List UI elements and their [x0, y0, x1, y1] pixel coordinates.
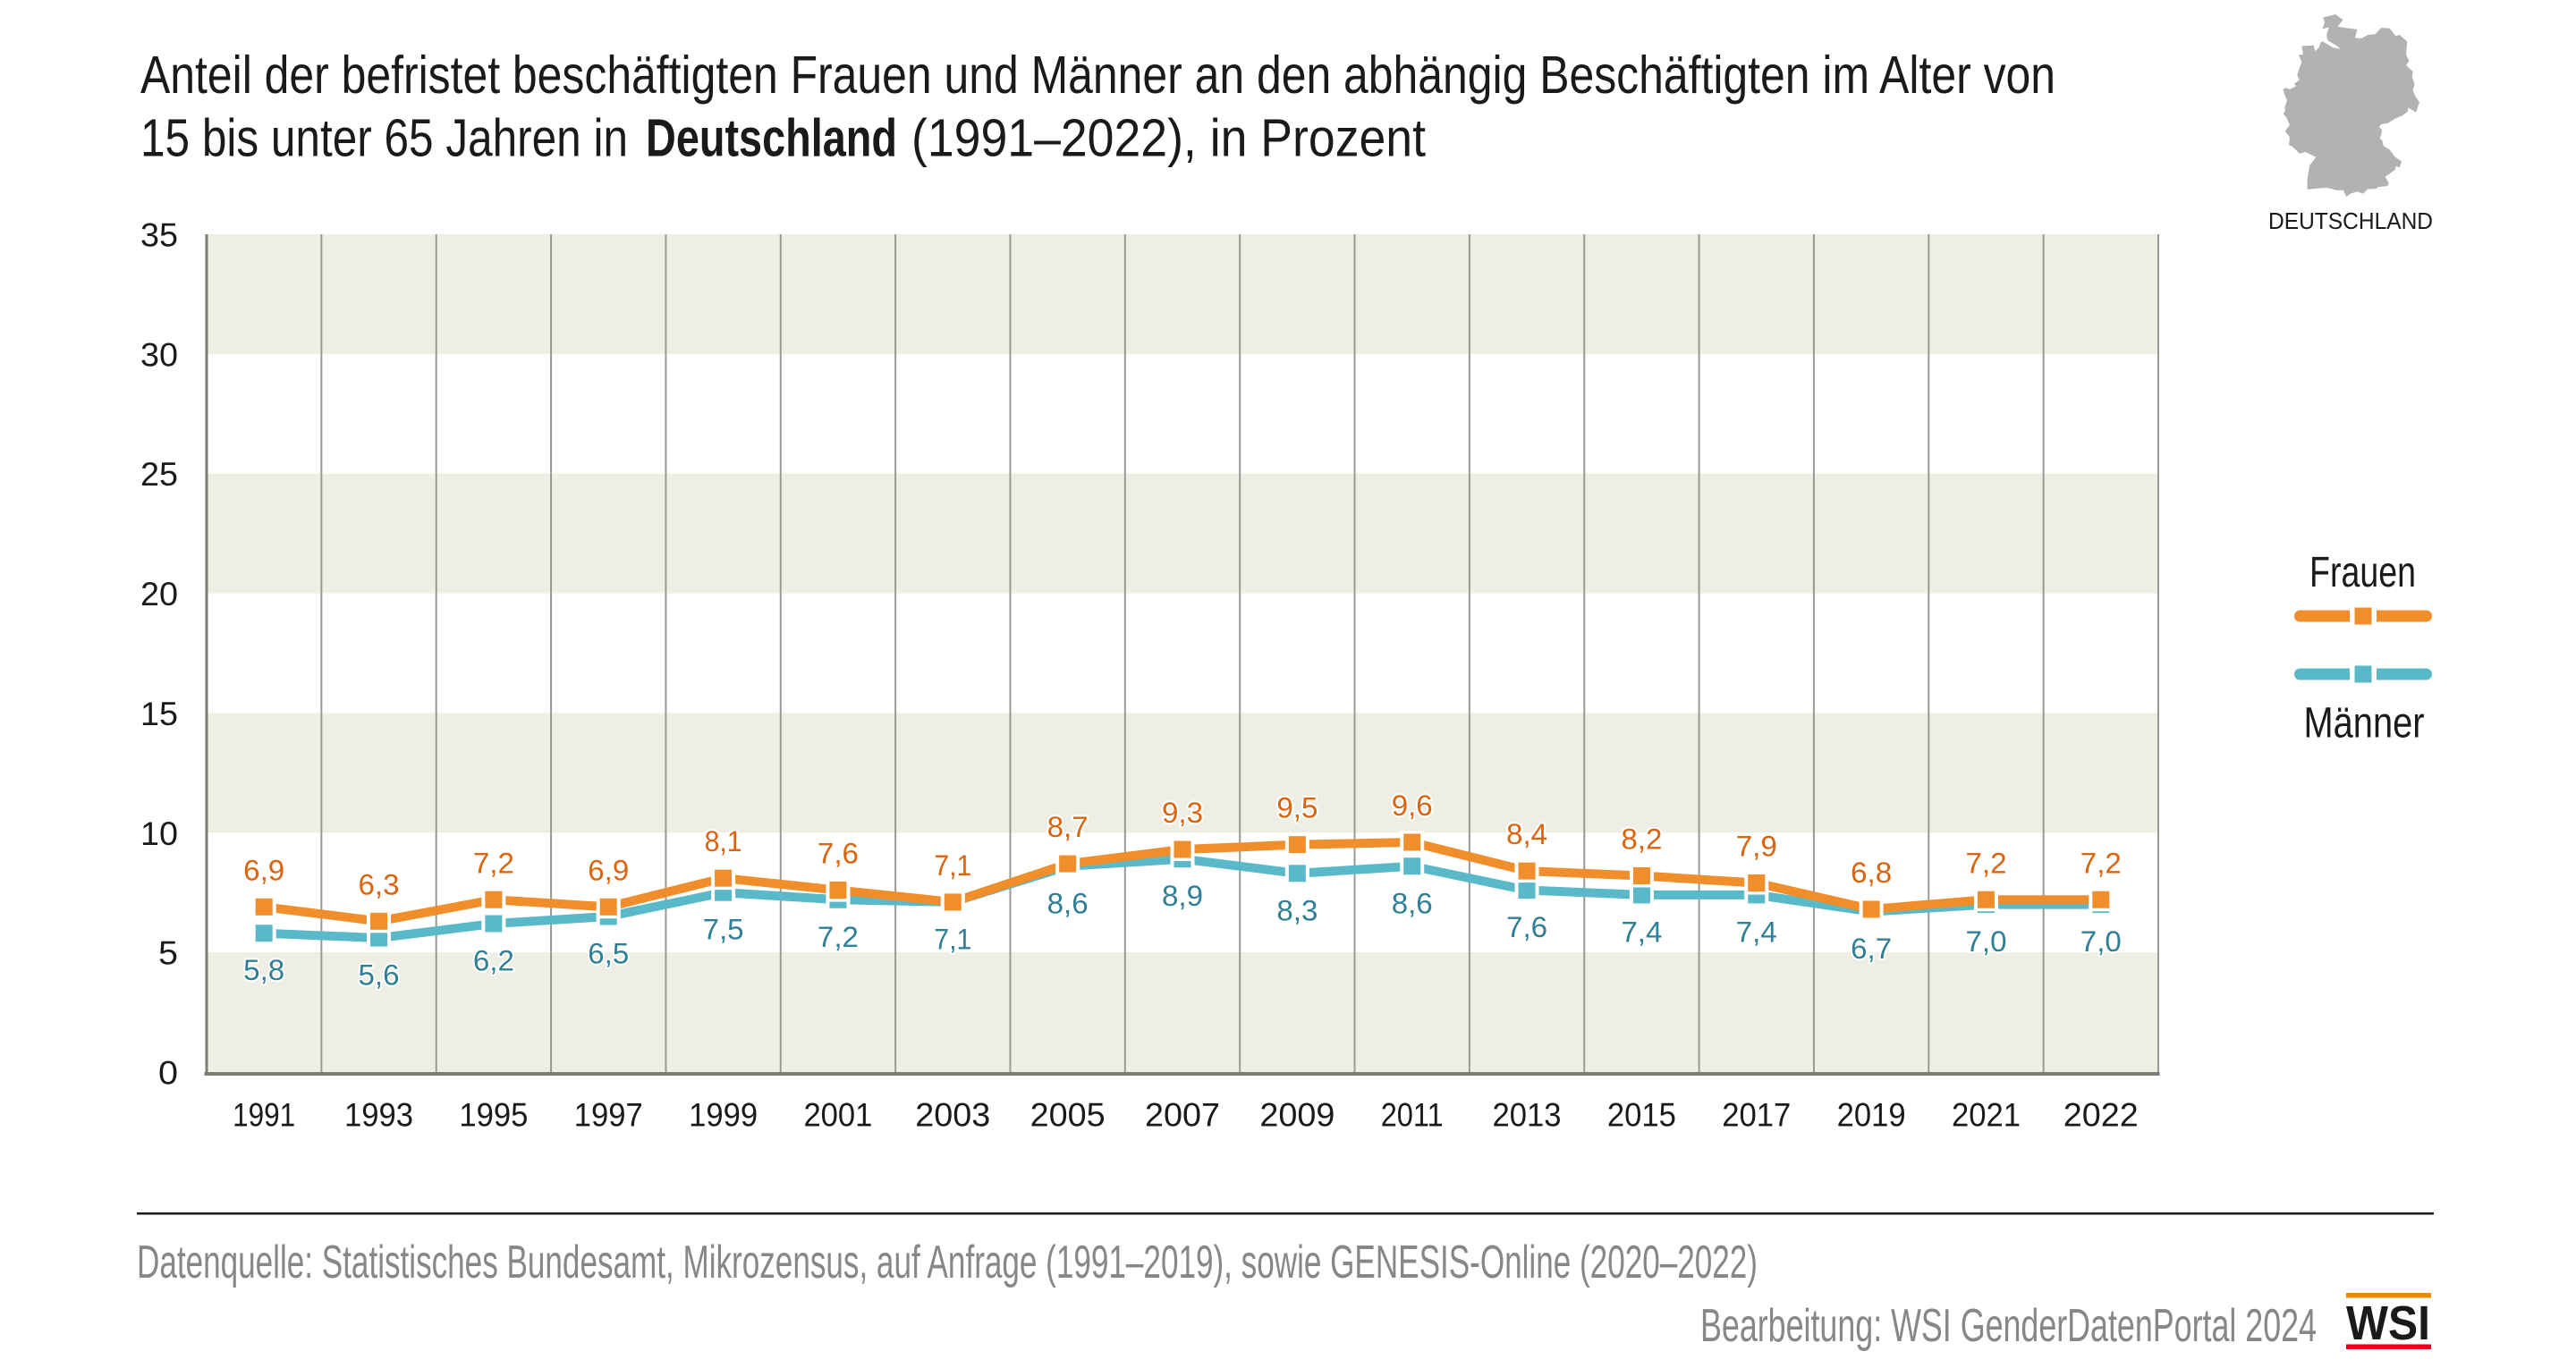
svg-text:2013: 2013 — [1493, 1097, 1562, 1134]
svg-text:15 bis unter 65 Jahren in: 15 bis unter 65 Jahren in — [140, 109, 628, 168]
svg-text:7,6: 7,6 — [1506, 911, 1547, 943]
svg-text:6,9: 6,9 — [588, 854, 629, 886]
svg-text:2022: 2022 — [2063, 1097, 2139, 1134]
svg-text:7,2: 7,2 — [1965, 847, 2006, 879]
svg-text:2015: 2015 — [1607, 1097, 1676, 1134]
svg-text:9,5: 9,5 — [1276, 792, 1318, 824]
svg-text:1999: 1999 — [689, 1097, 758, 1134]
svg-text:7,1: 7,1 — [934, 849, 971, 882]
svg-text:1993: 1993 — [344, 1097, 413, 1134]
svg-text:7,2: 7,2 — [818, 921, 859, 953]
svg-text:8,1: 8,1 — [705, 825, 742, 857]
svg-text:Deutschland: Deutschland — [646, 109, 897, 168]
svg-text:0: 0 — [158, 1055, 178, 1092]
svg-text:2005: 2005 — [1030, 1097, 1106, 1134]
svg-text:7,4: 7,4 — [1621, 916, 1662, 948]
svg-text:2007: 2007 — [1145, 1097, 1220, 1134]
svg-text:8,6: 8,6 — [1392, 887, 1433, 919]
svg-text:7,4: 7,4 — [1736, 916, 1777, 948]
svg-text:8,7: 8,7 — [1047, 811, 1089, 843]
svg-text:25: 25 — [140, 456, 178, 493]
svg-text:9,6: 9,6 — [1392, 790, 1433, 822]
svg-text:2019: 2019 — [1837, 1097, 1906, 1134]
svg-text:6,7: 6,7 — [1851, 933, 1892, 965]
svg-text:7,6: 7,6 — [818, 838, 859, 870]
svg-text:8,9: 8,9 — [1162, 880, 1203, 912]
svg-text:2009: 2009 — [1259, 1097, 1335, 1134]
svg-text:1991: 1991 — [233, 1097, 295, 1134]
svg-text:15: 15 — [140, 696, 178, 732]
svg-text:1995: 1995 — [459, 1097, 528, 1134]
svg-text:6,8: 6,8 — [1851, 857, 1892, 889]
svg-text:Datenquelle: Statistisches Bun: Datenquelle: Statistisches Bundesamt, Mi… — [137, 1237, 1758, 1288]
svg-text:(1991–2022), in Prozent: (1991–2022), in Prozent — [911, 109, 1426, 168]
svg-text:30: 30 — [140, 336, 178, 373]
svg-text:7,2: 7,2 — [473, 847, 514, 879]
svg-text:Frauen: Frauen — [2309, 549, 2416, 596]
svg-text:6,5: 6,5 — [588, 937, 629, 969]
svg-text:2011: 2011 — [1381, 1097, 1444, 1134]
svg-text:2021: 2021 — [1952, 1097, 2021, 1134]
svg-text:1997: 1997 — [574, 1097, 643, 1134]
svg-text:6,3: 6,3 — [359, 868, 400, 900]
svg-text:10: 10 — [140, 815, 178, 852]
svg-text:7,2: 7,2 — [2080, 847, 2122, 879]
svg-text:5,8: 5,8 — [243, 954, 284, 986]
svg-text:5,6: 5,6 — [359, 959, 400, 992]
svg-text:7,9: 7,9 — [1736, 831, 1777, 863]
svg-text:2003: 2003 — [915, 1097, 990, 1134]
svg-text:8,3: 8,3 — [1276, 894, 1318, 926]
svg-text:7,0: 7,0 — [1965, 925, 2006, 958]
svg-text:7,1: 7,1 — [934, 923, 971, 955]
svg-text:9,3: 9,3 — [1162, 797, 1203, 829]
svg-text:Anteil der befristet beschäfti: Anteil der befristet beschäftigten Fraue… — [140, 46, 2055, 105]
svg-text:5: 5 — [158, 935, 178, 972]
svg-text:35: 35 — [140, 217, 178, 254]
svg-text:2001: 2001 — [803, 1097, 872, 1134]
svg-text:20: 20 — [140, 576, 178, 612]
svg-text:DEUTSCHLAND: DEUTSCHLAND — [2268, 207, 2433, 234]
svg-text:6,2: 6,2 — [473, 945, 514, 977]
svg-text:6,9: 6,9 — [243, 854, 284, 886]
svg-text:WSI: WSI — [2346, 1297, 2430, 1350]
svg-text:2017: 2017 — [1722, 1097, 1791, 1134]
svg-text:Bearbeitung: WSI GenderDatenPo: Bearbeitung: WSI GenderDatenPortal 2024 — [1700, 1300, 2317, 1352]
svg-text:8,4: 8,4 — [1506, 818, 1547, 850]
svg-text:7,5: 7,5 — [703, 914, 744, 946]
svg-text:Männer: Männer — [2304, 700, 2425, 747]
svg-text:8,6: 8,6 — [1047, 887, 1089, 919]
svg-text:8,2: 8,2 — [1621, 823, 1662, 855]
svg-text:7,0: 7,0 — [2080, 925, 2122, 958]
